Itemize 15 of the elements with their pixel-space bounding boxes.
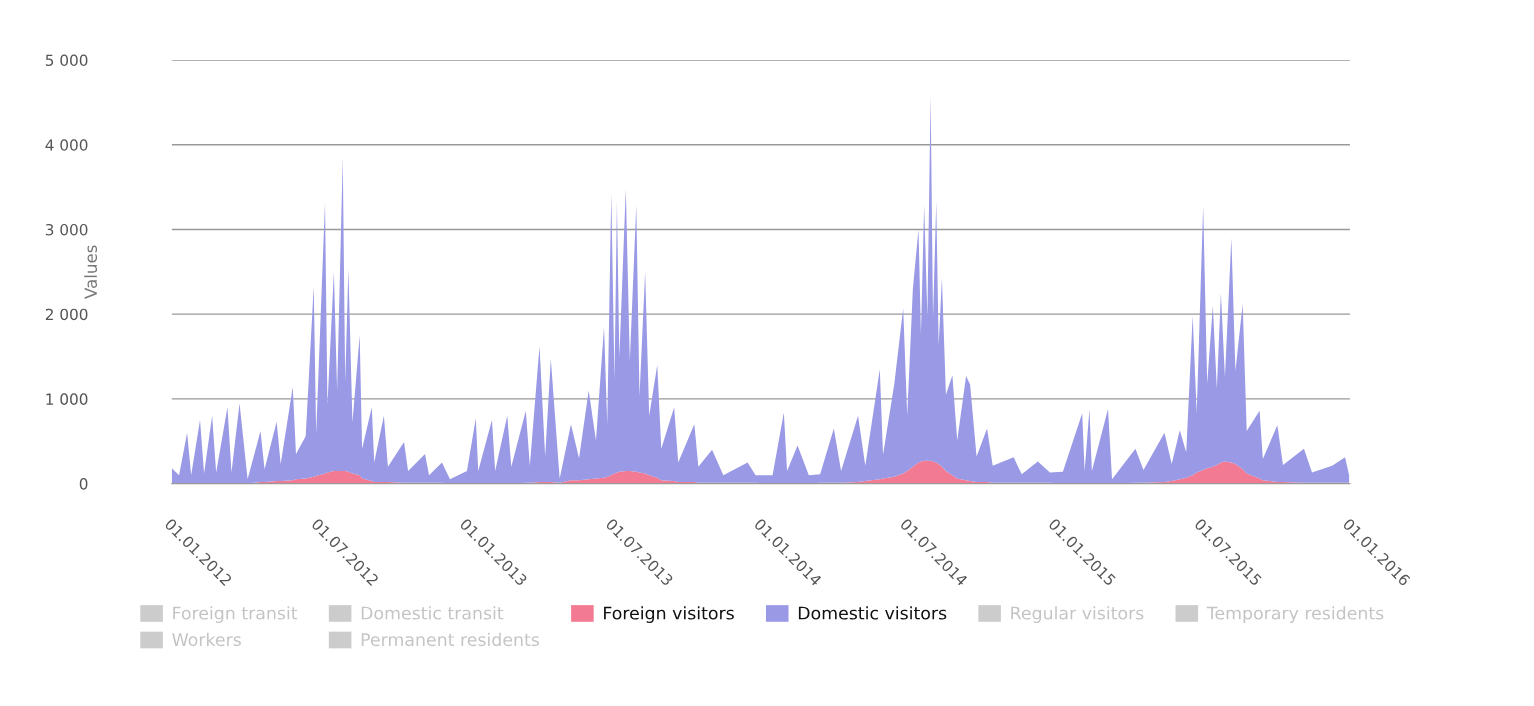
y-axis-title: Values: [84, 245, 98, 299]
y-tick-label: 2 000: [45, 308, 88, 321]
y-tick-label: 5 000: [45, 54, 88, 67]
y-tick-label: 0: [79, 478, 88, 490]
legend-label: Domestic transit: [361, 606, 504, 620]
legend-label: Temporary residents: [1206, 606, 1384, 623]
legend-label: Foreign transit: [173, 606, 298, 623]
legend-label: Domestic visitors: [798, 606, 947, 620]
y-tick-label: 3 000: [45, 223, 88, 236]
legend-label: Workers: [172, 632, 241, 647]
y-tick-label: 1 000: [46, 393, 88, 405]
legend-label: Permanent residents: [361, 632, 540, 647]
y-tick-label: 4 000: [45, 139, 88, 151]
legend-label: Foreign visitors: [604, 606, 734, 623]
legend-label: Regular visitors: [1011, 606, 1144, 623]
